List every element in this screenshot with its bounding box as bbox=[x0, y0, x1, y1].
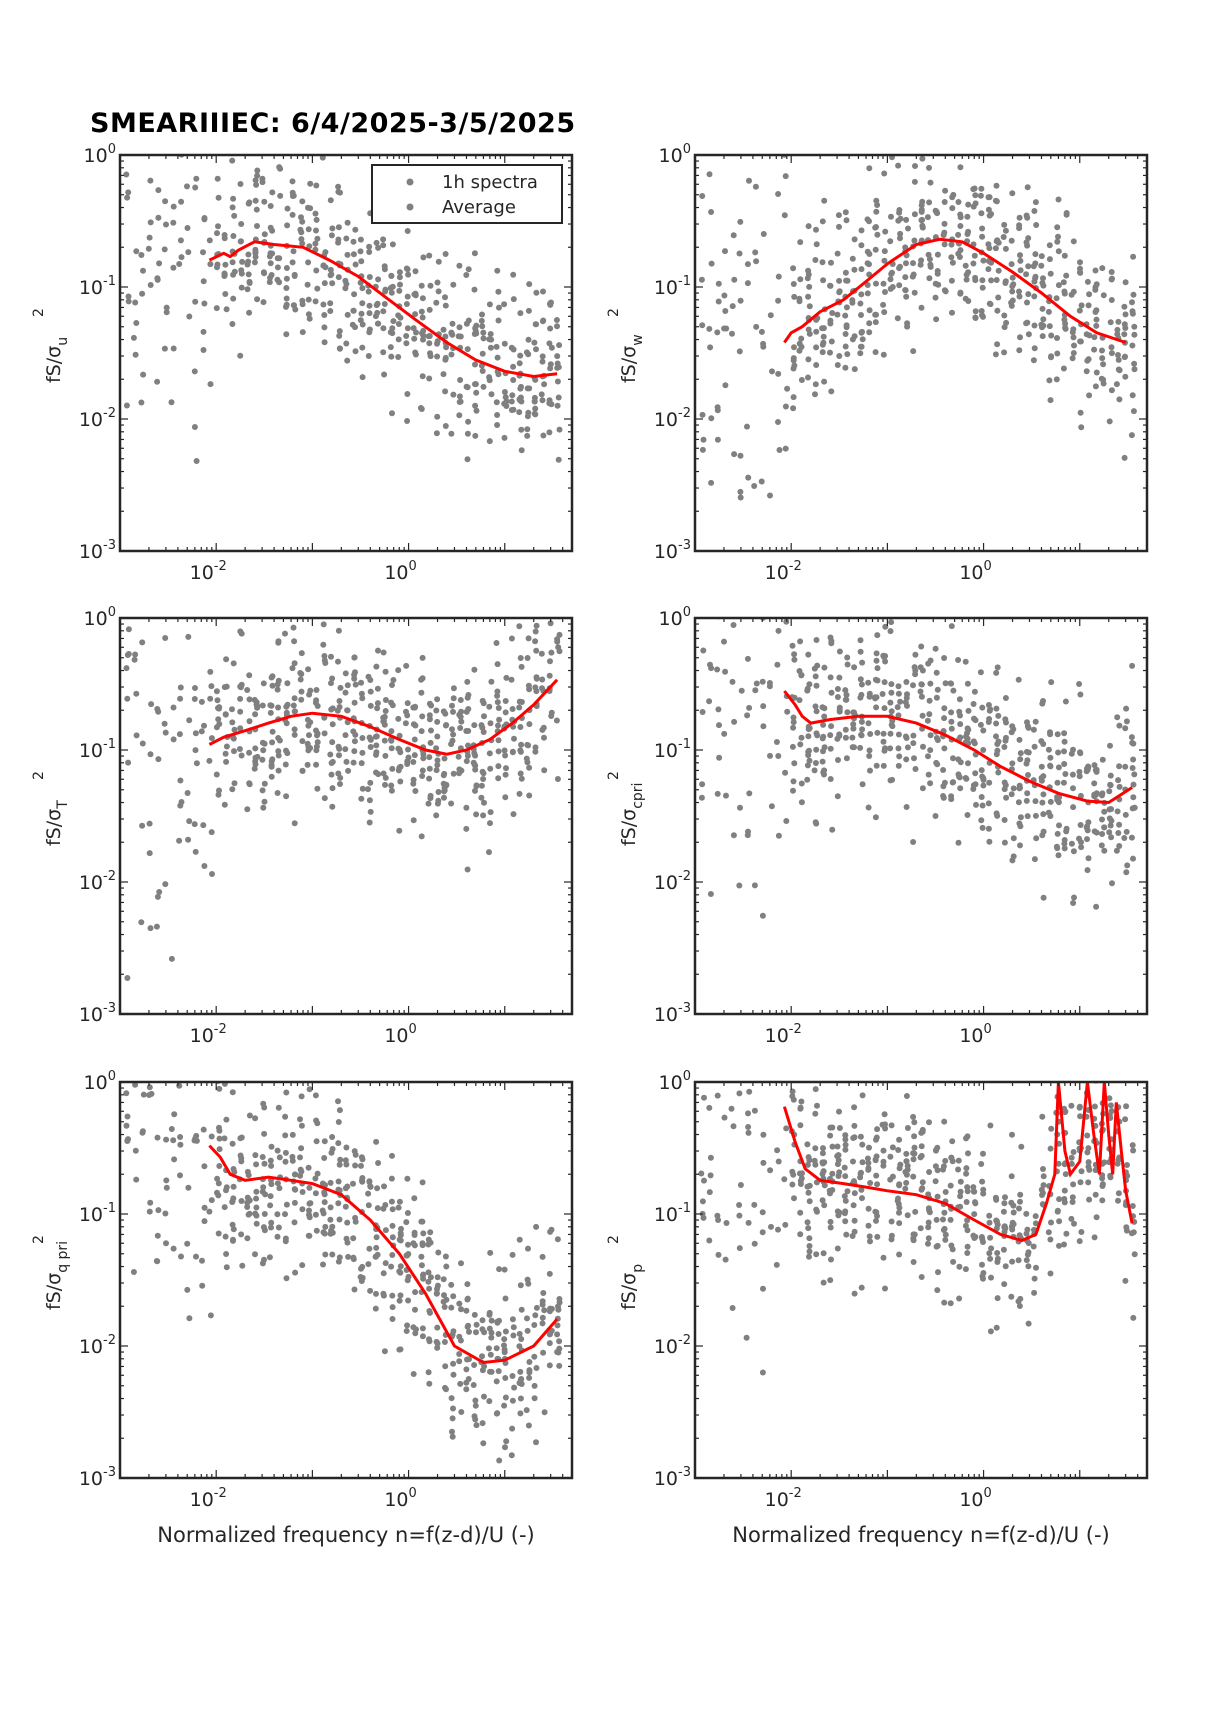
ylabel-u: fS/σu bbox=[43, 337, 71, 383]
ylabel-w: fS/σw bbox=[618, 334, 646, 383]
ytick-label: 10-1 bbox=[79, 737, 116, 762]
ytick-label: 100 bbox=[659, 1069, 691, 1094]
xtick-label: 10-2 bbox=[765, 1022, 802, 1047]
ytick-label: 100 bbox=[84, 605, 116, 630]
ytick-label: 100 bbox=[659, 142, 691, 167]
ylabel-p: fS/σp bbox=[618, 1264, 646, 1310]
xlabel-p: Normalized frequency n=f(z-d)/U (-) bbox=[732, 1523, 1109, 1547]
ytick-label: 10-1 bbox=[654, 274, 691, 299]
ticks-p bbox=[694, 1081, 1148, 1479]
ticks-u bbox=[119, 154, 573, 552]
ytick-label: 10-2 bbox=[654, 1333, 691, 1358]
ytick-label: 10-2 bbox=[79, 406, 116, 431]
axes-box-w bbox=[693, 153, 1149, 553]
scatter-1h-spectra-p bbox=[698, 1082, 1138, 1376]
xtick-label: 100 bbox=[959, 559, 991, 584]
ytick-label: 10-3 bbox=[654, 538, 691, 563]
panel-w: 10-3 10-2 10-1 100 10-2 100 fS/σw 2 bbox=[606, 142, 1149, 584]
xtick-label: 100 bbox=[959, 1022, 991, 1047]
average-line-w bbox=[783, 237, 1127, 344]
scatter-1h-spectra-qpri bbox=[123, 1082, 563, 1464]
axes-box-u bbox=[118, 153, 574, 553]
ylabel-sup-qpri: 2 bbox=[31, 1235, 47, 1244]
xtick-label: 10-2 bbox=[765, 1486, 802, 1511]
scatter-1h-spectra-T bbox=[123, 618, 563, 981]
ylabel-sup-cpri: 2 bbox=[606, 771, 622, 780]
xtick-label: 10-2 bbox=[190, 559, 227, 584]
ytick-label: 10-2 bbox=[79, 1333, 116, 1358]
legend: 1h spectra Average bbox=[371, 164, 563, 224]
average-line-qpri bbox=[208, 1144, 559, 1365]
axes-box-qpri bbox=[118, 1080, 574, 1480]
average-line-p bbox=[782, 1082, 1134, 1243]
ylabel-qpri: fS/σq pri bbox=[43, 1241, 71, 1310]
panel-T: 10-3 10-2 10-1 100 10-2 100 fS/σT 2 bbox=[31, 605, 574, 1047]
ytick-label: 10-2 bbox=[79, 869, 116, 894]
legend-marker bbox=[406, 203, 414, 211]
xtick-label: 10-2 bbox=[765, 559, 802, 584]
xtick-label: 100 bbox=[384, 559, 416, 584]
scatter-1h-spectra-u bbox=[123, 155, 563, 464]
average-line-T bbox=[208, 678, 559, 756]
ticks-w bbox=[694, 154, 1148, 552]
ytick-label: 100 bbox=[84, 1069, 116, 1094]
ytick-label: 10-2 bbox=[654, 406, 691, 431]
ytick-label: 100 bbox=[659, 605, 691, 630]
axes-box-cpri bbox=[693, 616, 1149, 1016]
ytick-label: 10-1 bbox=[79, 274, 116, 299]
legend-entry: 1h spectra bbox=[442, 172, 538, 193]
panel-cpri: 10-3 10-2 10-1 100 10-2 100 fS/σcpri 2 bbox=[606, 605, 1149, 1047]
scatter-1h-spectra-cpri bbox=[698, 618, 1138, 919]
average-line-cpri bbox=[783, 690, 1133, 805]
ytick-label: 10-3 bbox=[79, 538, 116, 563]
figure-title: SMEARIIIEC: 6/4/2025-3/5/2025 bbox=[90, 108, 576, 139]
axes-box-T bbox=[118, 616, 574, 1016]
legend-entry: Average bbox=[442, 197, 516, 218]
ytick-label: 10-3 bbox=[654, 1001, 691, 1026]
ylabel-sup-w: 2 bbox=[606, 308, 622, 317]
xtick-label: 100 bbox=[959, 1486, 991, 1511]
xtick-label: 100 bbox=[384, 1022, 416, 1047]
legend-marker bbox=[406, 178, 414, 186]
axes-box-p bbox=[693, 1080, 1149, 1480]
ylabel-sup-T: 2 bbox=[31, 771, 47, 780]
ytick-label: 100 bbox=[84, 142, 116, 167]
ticks-T bbox=[119, 617, 573, 1015]
panel-u: 10-3 10-2 10-1 100 10-2 100 fS/σu 2 1h spectra Av… bbox=[31, 142, 574, 584]
ytick-label: 10-2 bbox=[654, 869, 691, 894]
ytick-label: 10-1 bbox=[654, 1201, 691, 1226]
xlabel-qpri: Normalized frequency n=f(z-d)/U (-) bbox=[157, 1523, 534, 1547]
average-line-u bbox=[208, 240, 558, 379]
ticks-qpri bbox=[119, 1081, 573, 1479]
ylabel-cpri: fS/σcpri bbox=[618, 783, 646, 846]
xtick-label: 100 bbox=[384, 1486, 416, 1511]
panel-p: 10-3 10-2 10-1 100 10-2 100 fS/σp 2 Normalized f… bbox=[606, 1069, 1149, 1547]
scatter-1h-spectra-w bbox=[698, 155, 1138, 501]
ticks-cpri bbox=[694, 617, 1148, 1015]
ylabel-T: fS/σT bbox=[43, 800, 71, 846]
ytick-label: 10-3 bbox=[79, 1001, 116, 1026]
ylabel-sup-p: 2 bbox=[606, 1235, 622, 1244]
ylabel-sup-u: 2 bbox=[31, 308, 47, 317]
xtick-label: 10-2 bbox=[190, 1486, 227, 1511]
ytick-label: 10-3 bbox=[79, 1465, 116, 1490]
ytick-label: 10-3 bbox=[654, 1465, 691, 1490]
xtick-label: 10-2 bbox=[190, 1022, 227, 1047]
ytick-label: 10-1 bbox=[79, 1201, 116, 1226]
ytick-label: 10-1 bbox=[654, 737, 691, 762]
